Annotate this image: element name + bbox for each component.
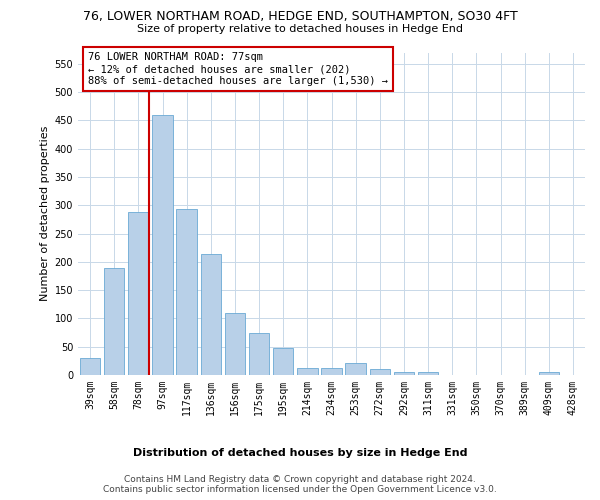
Bar (128, 212, 149, 375)
Bar (152, 114, 173, 375)
Bar (418, 372, 439, 375)
Text: Size of property relative to detached houses in Hedge End: Size of property relative to detached ho… (137, 24, 463, 34)
Bar (249, 333, 269, 375)
Bar (297, 368, 317, 375)
Bar (321, 368, 342, 375)
Bar (200, 254, 221, 375)
Bar (224, 314, 245, 375)
Bar (273, 348, 293, 375)
Bar (394, 372, 414, 375)
Text: Distribution of detached houses by size in Hedge End: Distribution of detached houses by size … (133, 448, 467, 458)
Bar (80, 358, 100, 375)
Bar (370, 370, 390, 375)
Text: 76 LOWER NORTHAM ROAD: 77sqm
← 12% of detached houses are smaller (202)
88% of s: 76 LOWER NORTHAM ROAD: 77sqm ← 12% of de… (88, 52, 388, 86)
Bar (176, 209, 197, 375)
Bar (346, 363, 366, 375)
Bar (104, 268, 124, 375)
Text: 76, LOWER NORTHAM ROAD, HEDGE END, SOUTHAMPTON, SO30 4FT: 76, LOWER NORTHAM ROAD, HEDGE END, SOUTH… (83, 10, 517, 23)
Y-axis label: Number of detached properties: Number of detached properties (40, 126, 50, 302)
Text: Contains public sector information licensed under the Open Government Licence v3: Contains public sector information licen… (103, 485, 497, 494)
Text: Contains HM Land Registry data © Crown copyright and database right 2024.: Contains HM Land Registry data © Crown c… (124, 475, 476, 484)
Bar (539, 372, 559, 375)
